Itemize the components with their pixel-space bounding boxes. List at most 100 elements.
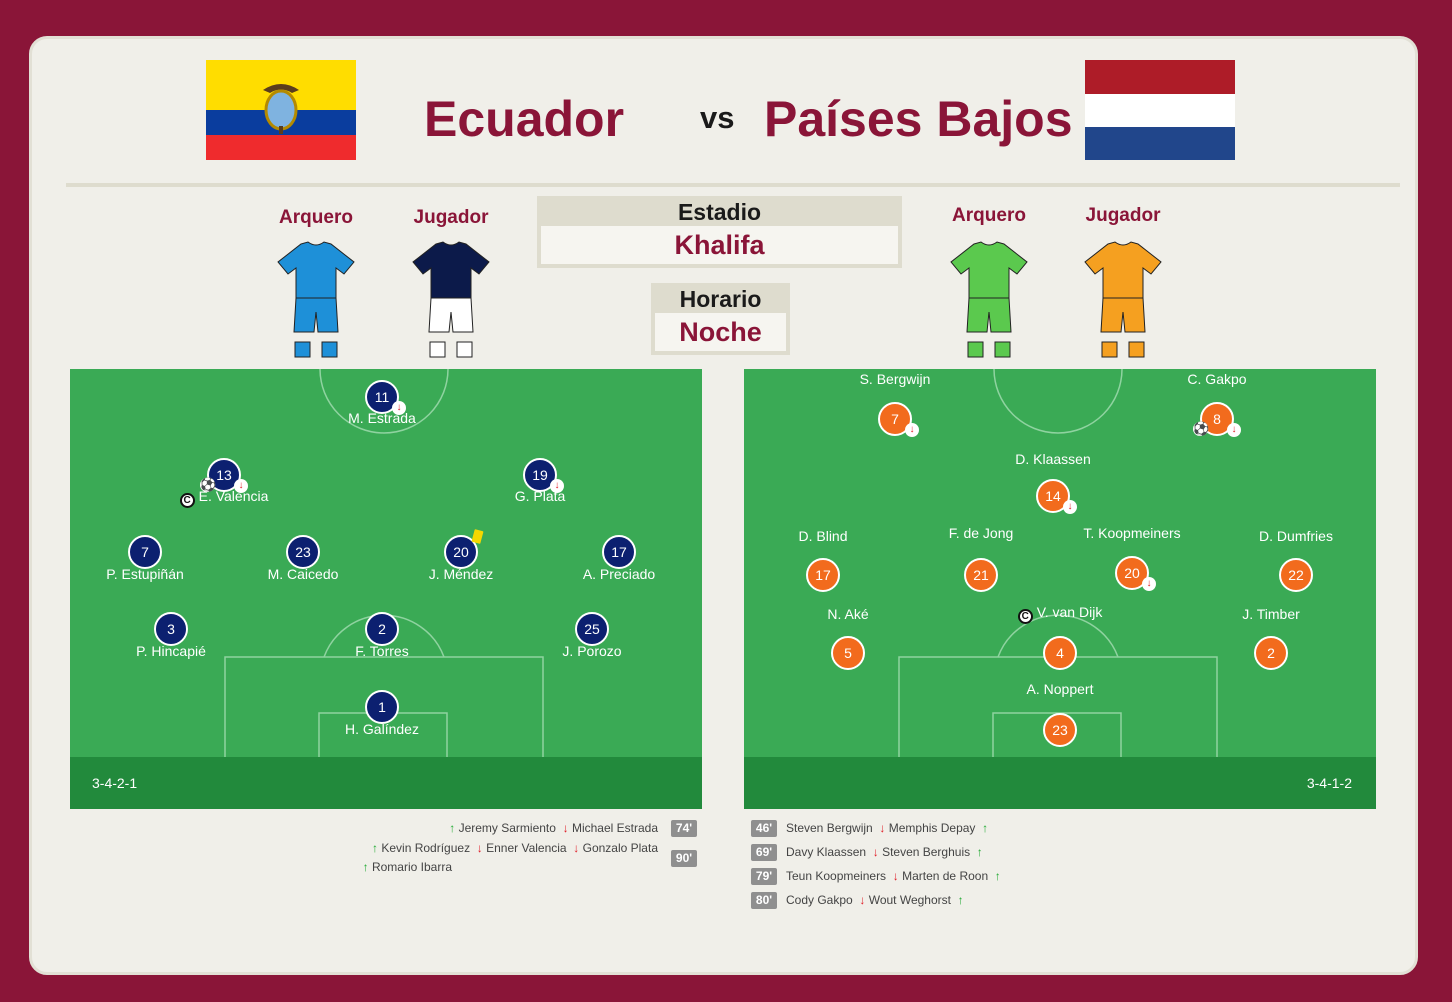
sub-minute-badge: 46' <box>751 820 777 837</box>
player-name: D. Blind <box>744 528 913 544</box>
player-number-badge: 4 <box>1043 636 1077 670</box>
player-name: N. Aké <box>758 606 938 622</box>
player-name-text: P. Hincapié <box>136 643 206 659</box>
player-name-text: P. Estupiñán <box>106 566 184 582</box>
player-name-text: D. Dumfries <box>1259 528 1333 544</box>
player-name-text: E. Valencia <box>198 488 269 504</box>
substitution-row: ↑ Romario Ibarra <box>363 860 452 874</box>
time-value: Noche <box>655 313 786 351</box>
time-label: Horario <box>679 286 762 312</box>
sub-minute-badge: 79' <box>751 868 777 885</box>
sub-minute-badge: 69' <box>751 844 777 861</box>
player-name-text: D. Klaassen <box>1015 451 1091 467</box>
sub-out-icon: ↓ <box>392 401 406 415</box>
player-sub-name: Enner Valencia <box>486 841 567 855</box>
player-number-badge: 21 <box>964 558 998 592</box>
player-number-badge: 5 <box>831 636 865 670</box>
sub-out-arrow-icon: ↓ <box>852 893 869 907</box>
goal-ball-icon: ⚽ <box>200 477 217 492</box>
player-name: M. Estrada <box>292 410 472 426</box>
player-name: M. Caicedo <box>213 566 393 582</box>
away-player-kit-icon <box>1084 241 1162 358</box>
captain-icon: C <box>1017 609 1033 624</box>
away-pitch: 3-4-1-2 7 ↓ S. Bergwijn 8 ↓ ⚽ C. Gakpo 14 ↓ D. Kl… <box>744 369 1376 809</box>
stadium-box: Estadio Khalifa <box>537 196 902 268</box>
substitution-row: Cody Gakpo ↓ Wout Weghorst ↑ <box>786 893 964 907</box>
player-number-badge: 22 <box>1279 558 1313 592</box>
sub-in-arrow-icon: ↑ <box>950 893 964 907</box>
player-sub-name: Teun Koopmeiners <box>786 869 887 883</box>
player-name: S. Bergwijn <box>805 371 985 387</box>
player-number-badge: 7 <box>878 402 912 436</box>
sub-out-arrow-icon: ↓ <box>470 841 487 855</box>
player-number-badge: 7 <box>128 535 162 569</box>
player-name-text: F. de Jong <box>948 525 1014 541</box>
player-number-badge: 17 <box>602 535 636 569</box>
player-sub-name: Gonzalo Plata <box>582 841 658 855</box>
player-name-text: C. Gakpo <box>1187 371 1247 387</box>
home-gk-kit-icon <box>277 241 355 358</box>
sub-minute-badge: 74' <box>671 820 697 837</box>
player-name: J. Timber <box>1181 606 1361 622</box>
player-name: J. Porozo <box>502 643 682 659</box>
player-sub-name: Steven Bergwijn <box>786 821 873 835</box>
sub-out-icon: ↓ <box>1227 423 1241 437</box>
away-gk-kit-icon <box>950 241 1028 358</box>
flag-ecuador-icon <box>206 60 356 160</box>
away-formation: 3-4-1-2 <box>1306 775 1352 791</box>
player-name-text: T. Koopmeiners <box>1083 525 1181 541</box>
player-number-badge: 17 <box>806 558 840 592</box>
player-number-badge: 2 <box>365 612 399 646</box>
player-sub-name: Cody Gakpo <box>786 893 853 907</box>
player-name-text: V. van Dijk <box>1036 604 1103 620</box>
sub-out-arrow-icon: ↓ <box>886 869 903 883</box>
sub-in-arrow-icon: ↑ <box>362 860 372 874</box>
substitution-row: ↑ Kevin Rodríguez ↓ Enner Valencia ↓ Gon… <box>372 841 658 855</box>
sub-out-icon: ↓ <box>905 423 919 437</box>
sub-out-arrow-icon: ↓ <box>555 821 572 835</box>
substitution-row: Davy Klaassen ↓ Steven Berghuis ↑ <box>786 845 983 859</box>
player-name-text: A. Noppert <box>1026 681 1094 697</box>
flag-netherlands-icon <box>1085 60 1235 160</box>
player-name-text: D. Blind <box>798 528 848 544</box>
player-number-badge: 2 <box>1254 636 1288 670</box>
home-pitch: 3-4-2-1 11 ↓ M. Estrada 13 ↓ ⚽ C E. Valencia 19 ↓… <box>70 369 702 809</box>
player-name-text: F. Torres <box>355 643 409 659</box>
substitution-row: Teun Koopmeiners ↓ Marten de Roon ↑ <box>786 869 1001 883</box>
player-sub-name: Michael Estrada <box>571 821 658 835</box>
player-name: J. Méndez <box>371 566 551 582</box>
player-name: C E. Valencia <box>134 488 314 508</box>
home-gk-label: Arquero <box>279 207 353 228</box>
substitution-row: ↑ Jeremy Sarmiento ↓ Michael Estrada <box>449 821 658 835</box>
player-number-badge: 20 <box>1115 556 1149 590</box>
player-name: F. Torres <box>292 643 472 659</box>
player-sub-name: Wout Weghorst <box>868 893 951 907</box>
home-player-kit-icon <box>412 241 490 358</box>
away-team-name: Países Bajos <box>764 91 1073 147</box>
player-sub-name: Romario Ibarra <box>371 860 452 874</box>
away-formation-band <box>744 757 1376 809</box>
player-name: D. Klaassen <box>963 451 1143 467</box>
home-team-name: Ecuador <box>424 91 625 147</box>
player-name-text: J. Timber <box>1242 606 1300 622</box>
player-name-text: A. Preciado <box>582 566 656 582</box>
sub-in-arrow-icon: ↑ <box>970 845 983 859</box>
time-box: Horario Noche <box>651 283 790 355</box>
sub-in-arrow-icon: ↑ <box>975 821 989 835</box>
player-name-text: M. Caicedo <box>267 566 339 582</box>
player-name: C. Gakpo <box>1127 371 1307 387</box>
player-name: D. Dumfries <box>1206 528 1376 544</box>
player-name-text: J. Porozo <box>562 643 622 659</box>
sub-minute-badge: 90' <box>671 850 697 867</box>
player-name: G. Plata <box>450 488 630 504</box>
player-name: A. Noppert <box>970 681 1150 697</box>
sub-in-arrow-icon: ↑ <box>988 869 1001 883</box>
player-name: P. Hincapié <box>81 643 261 659</box>
player-name: H. Galíndez <box>292 721 472 737</box>
player-name: C V. van Dijk <box>970 604 1150 624</box>
player-name-text: J. Méndez <box>428 566 494 582</box>
player-sub-name: Kevin Rodríguez <box>381 841 471 855</box>
stadium-label: Estadio <box>677 199 762 225</box>
player-name: T. Koopmeiners <box>1042 525 1222 541</box>
player-number-badge: 3 <box>154 612 188 646</box>
